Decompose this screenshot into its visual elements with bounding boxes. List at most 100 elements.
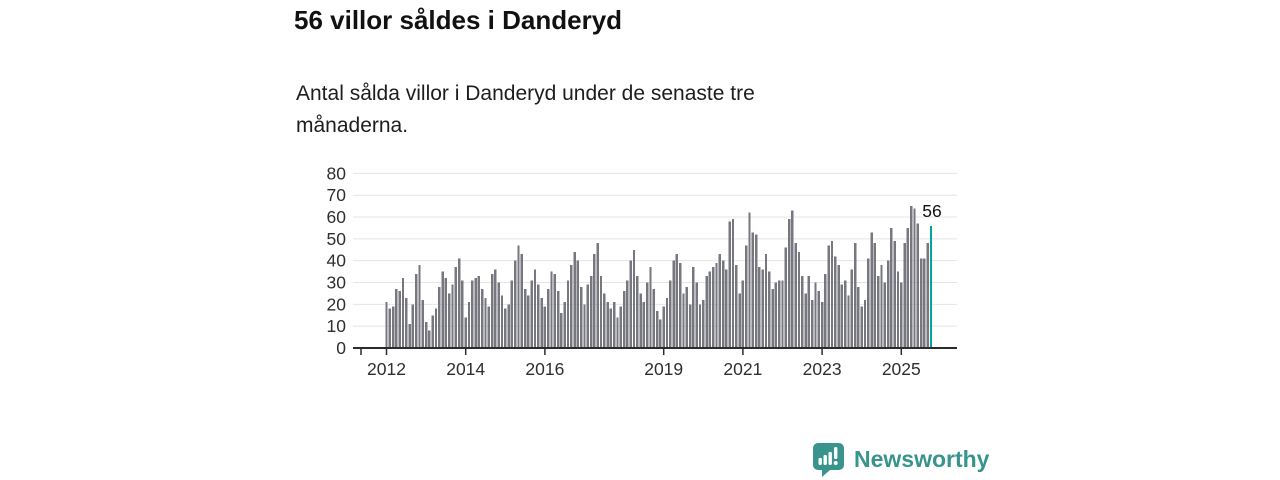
y-axis-label: 0 <box>336 338 346 358</box>
bar <box>913 208 916 348</box>
bar <box>438 286 441 348</box>
bar <box>619 306 622 348</box>
bar <box>461 280 464 348</box>
bar <box>540 297 543 348</box>
bar <box>834 256 837 348</box>
bar <box>576 260 580 348</box>
bar <box>910 206 913 348</box>
x-axis-label: 2023 <box>803 359 842 379</box>
bar <box>801 275 804 348</box>
bar <box>890 227 893 348</box>
highlighted-bar <box>929 225 933 348</box>
chart-subtitle: Antal sålda villor i Danderyd under de s… <box>296 82 755 137</box>
bar <box>560 313 563 348</box>
bar <box>827 245 830 348</box>
y-axis-label: 20 <box>327 294 347 314</box>
bar <box>751 232 754 348</box>
bar <box>695 282 698 348</box>
highlight-value-label: 56 <box>922 201 941 221</box>
bar <box>556 291 560 348</box>
bar-chart-speech-bubble-icon <box>813 443 844 477</box>
bar <box>708 271 712 348</box>
bar <box>580 286 583 348</box>
bar <box>507 304 510 348</box>
bar <box>444 278 448 348</box>
bar <box>877 275 880 348</box>
bar <box>570 265 573 348</box>
bar <box>655 310 659 348</box>
bar <box>636 275 639 348</box>
bar <box>735 265 738 348</box>
bar <box>893 241 896 348</box>
bar <box>738 293 741 348</box>
bar <box>514 260 517 348</box>
bar <box>715 262 718 348</box>
bar <box>428 330 431 348</box>
bar <box>741 280 745 348</box>
bar <box>573 251 576 348</box>
bar <box>398 291 401 348</box>
bar <box>781 280 784 348</box>
bar <box>457 258 461 348</box>
chart-title: 56 villor såldes i Danderyd <box>294 5 623 35</box>
bar <box>665 297 669 348</box>
bar <box>712 267 715 348</box>
bar <box>471 280 474 348</box>
bar <box>464 317 467 348</box>
bar <box>820 302 824 348</box>
bar <box>553 273 556 348</box>
bar <box>817 291 820 348</box>
bar <box>883 282 886 348</box>
bar <box>850 269 853 348</box>
bar <box>784 247 787 348</box>
y-axis-label: 30 <box>327 273 347 293</box>
bar <box>896 271 900 348</box>
bar <box>500 295 504 348</box>
bar <box>926 243 929 348</box>
bar <box>487 306 490 348</box>
bar <box>731 219 735 348</box>
bar <box>857 286 860 348</box>
bar <box>490 273 494 348</box>
bar <box>405 297 408 348</box>
bar <box>745 245 748 348</box>
bar <box>880 265 883 348</box>
y-axis-label: 80 <box>327 163 347 183</box>
newsworthy-logo: Newsworthy <box>810 441 989 477</box>
bar <box>847 295 850 348</box>
y-axis-label: 60 <box>327 207 347 227</box>
bar <box>814 282 817 348</box>
bar <box>431 315 434 348</box>
bar <box>906 227 910 348</box>
bar <box>768 271 771 348</box>
x-axis-label: 2014 <box>446 359 485 379</box>
bar <box>415 273 418 348</box>
bar <box>903 243 906 348</box>
bar <box>609 308 613 348</box>
bar <box>596 243 599 348</box>
x-axis-label: 2025 <box>882 359 921 379</box>
bar <box>629 260 632 348</box>
bar <box>639 293 642 348</box>
newsworthy-brand-name: Newsworthy <box>854 445 990 472</box>
bar <box>547 289 550 348</box>
bar <box>811 299 814 348</box>
bar <box>477 275 481 348</box>
bar <box>533 269 537 348</box>
bar <box>593 254 596 348</box>
bar <box>395 289 398 348</box>
bar <box>761 269 764 348</box>
bar <box>599 275 603 348</box>
bar <box>900 282 903 348</box>
x-axis-label: 2021 <box>723 359 762 379</box>
bar <box>421 299 424 348</box>
bar <box>613 302 616 348</box>
bar <box>728 221 731 348</box>
bar <box>484 297 487 348</box>
bar <box>401 278 405 348</box>
bar <box>408 323 411 348</box>
bar <box>494 269 497 348</box>
bar <box>797 251 801 348</box>
bar <box>424 321 428 348</box>
